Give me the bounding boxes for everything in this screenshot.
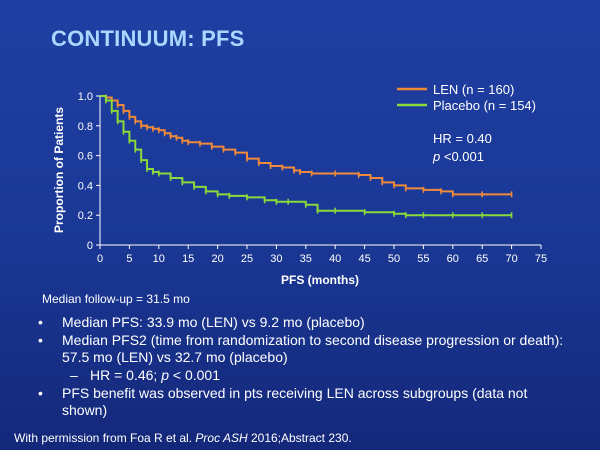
legend-label: Placebo (n = 154) <box>433 98 536 113</box>
x-tick-label: 65 <box>476 253 488 265</box>
y-tick-label: 0.2 <box>78 210 93 222</box>
x-tick-label: 60 <box>447 253 459 265</box>
chart-curves <box>100 94 513 219</box>
hr-annotation: HR = 0.40 <box>433 131 492 146</box>
x-tick-label: 5 <box>126 253 132 265</box>
bullet-item: • Median PFS2 (time from randomization to… <box>38 332 564 365</box>
chart-legend: LEN (n = 160)Placebo (n = 154) <box>397 82 536 113</box>
y-tick-label: 0.8 <box>78 121 93 133</box>
bullet-item: • Median PFS: 33.9 mo (LEN) vs 9.2 mo (pl… <box>38 314 365 330</box>
x-tick-label: 15 <box>182 253 194 265</box>
x-tick-label: 20 <box>211 253 223 265</box>
x-tick-label: 75 <box>535 253 547 265</box>
bullet-dot-icon: • <box>38 314 43 330</box>
bullet-dot-icon: • <box>38 332 43 348</box>
x-tick-label: 10 <box>153 253 165 265</box>
x-tick-label: 70 <box>505 253 517 265</box>
chart-axes: 0 5 10 15 20 25 30 35 40 45 50 55 60 65 70 75 0 0.2 0.4 0.6… <box>78 91 547 265</box>
p-annotation: p <0.001 <box>432 149 484 164</box>
credit-line: With permission from Foa R et al. Proc A… <box>14 431 352 445</box>
y-tick-label: 0.6 <box>78 151 93 163</box>
bullet-item: • PFS benefit was observed in pts receivi… <box>38 385 528 418</box>
x-tick-label: 0 <box>97 253 103 265</box>
x-tick-label: 55 <box>417 253 429 265</box>
x-tick-label: 25 <box>241 253 253 265</box>
bullet-dot-icon: • <box>38 385 43 401</box>
y-tick-label: 1.0 <box>78 91 93 103</box>
y-tick-label: 0.4 <box>78 180 93 192</box>
x-tick-label: 35 <box>300 253 312 265</box>
x-tick-label: 50 <box>388 253 400 265</box>
x-tick-label: 45 <box>358 253 370 265</box>
legend-label: LEN (n = 160) <box>433 82 514 97</box>
x-tick-label: 40 <box>329 253 341 265</box>
y-tick-label: 0 <box>87 240 93 252</box>
y-axis-label: Proportion of Patients <box>52 107 66 233</box>
slide-title: CONTINUUM: PFS <box>51 26 245 51</box>
x-tick-label: 30 <box>270 253 282 265</box>
dash-icon: – <box>70 367 78 383</box>
bullet-list: • Median PFS: 33.9 mo (LEN) vs 9.2 mo (pl… <box>30 314 570 420</box>
median-followup: Median follow-up = 31.5 mo <box>42 292 190 306</box>
sub-bullet-item: – HR = 0.46; p < 0.001 <box>70 367 220 383</box>
x-axis-label: PFS (months) <box>281 273 359 287</box>
pfs-chart: 0 5 10 15 20 25 30 35 40 45 50 55 60 65 70 75 0 0.2 0.4 0.6… <box>52 82 547 287</box>
